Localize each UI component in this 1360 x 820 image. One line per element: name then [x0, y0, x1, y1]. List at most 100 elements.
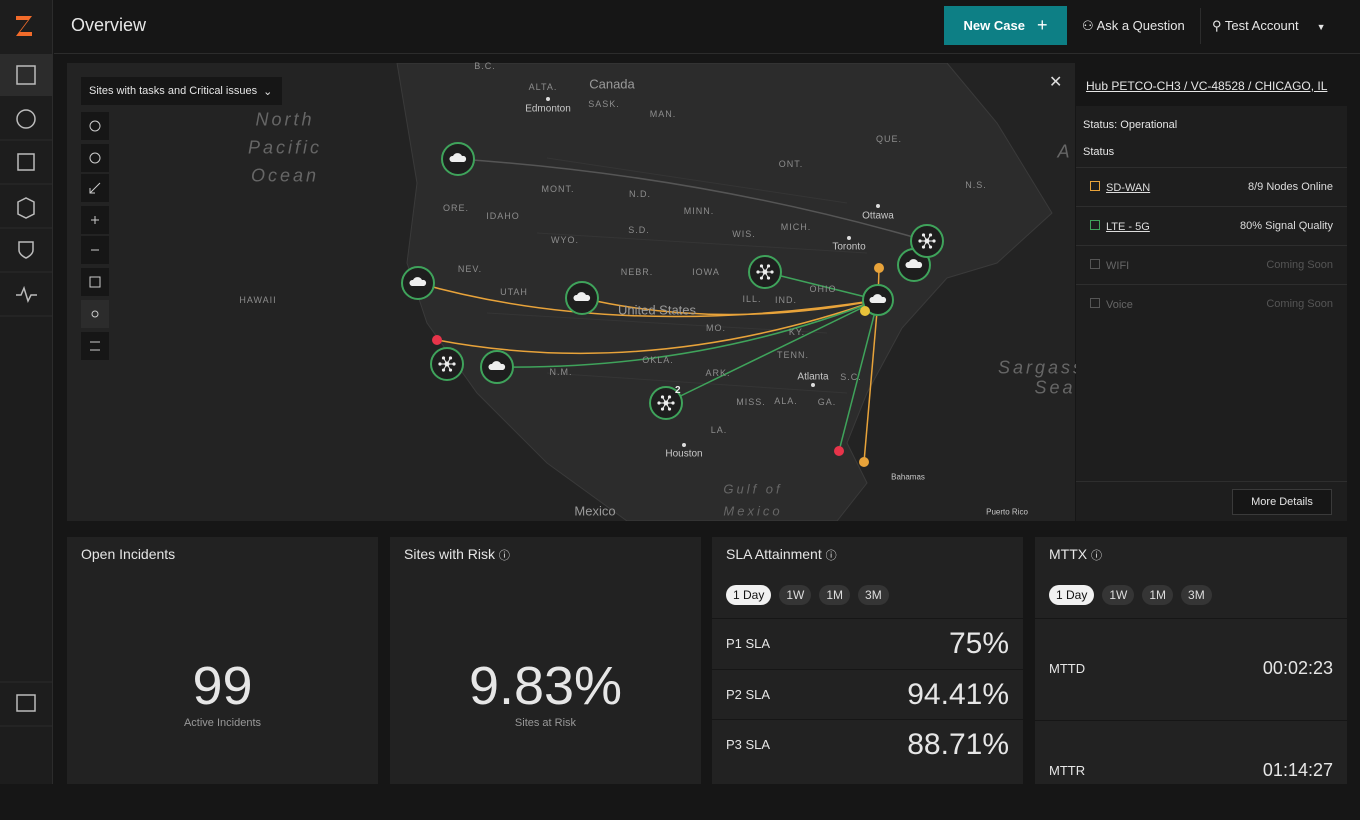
status-row: WIFI Coming Soon — [1076, 245, 1347, 284]
status-name-wrap: WIFI — [1090, 258, 1130, 272]
hub-dot — [448, 356, 453, 360]
nav-topology[interactable] — [17, 153, 35, 171]
incidents-caption: Active Incidents — [183, 717, 262, 729]
map-label: LA. — [710, 425, 728, 435]
tab[interactable]: 3M — [1181, 585, 1212, 605]
hub-core — [663, 400, 669, 406]
more-details-button[interactable]: More Details — [1232, 489, 1332, 515]
alert-dot[interactable] — [860, 306, 870, 316]
map-label: Toronto — [832, 241, 866, 253]
hub-dot — [448, 368, 453, 372]
nav-dashboard[interactable] — [16, 65, 36, 85]
hub-dot — [660, 407, 665, 411]
tool-nodes[interactable] — [81, 300, 109, 328]
map-label: NEV. — [457, 264, 483, 274]
alert-dot[interactable] — [859, 457, 869, 467]
nav-security[interactable] — [18, 241, 34, 259]
tab[interactable]: 3M — [858, 585, 889, 605]
status-name-wrap: Voice — [1090, 297, 1133, 311]
hub-dot — [918, 239, 922, 243]
metric-name: P1 SLA — [726, 636, 771, 651]
status-value: 8/9 Nodes Online — [1248, 181, 1333, 193]
tool-grid[interactable] — [81, 268, 109, 296]
map-label: OHIO — [809, 284, 837, 294]
map-label: Mexico — [574, 503, 616, 519]
metric-value: 94.41% — [907, 677, 1009, 711]
alert-dot[interactable] — [834, 446, 844, 456]
hub-dot — [928, 245, 933, 249]
hub-dot — [441, 356, 446, 360]
hub-panel — [1076, 63, 1347, 521]
tool-list[interactable] — [81, 332, 109, 360]
map-label: ARK. — [705, 368, 731, 378]
close-map[interactable]: ✕ — [1049, 74, 1063, 91]
status-row: LTE - 5G 80% Signal Quality — [1076, 206, 1347, 245]
hub-dot — [660, 395, 665, 399]
status-icon — [1090, 219, 1100, 230]
nav-activity[interactable] — [16, 285, 37, 304]
new-case-button[interactable]: New Case + — [944, 6, 1067, 45]
nav-collapse[interactable] — [16, 694, 36, 712]
map-label: Mexico — [723, 503, 783, 519]
metric-row: MTTD 00:02:23 — [1035, 618, 1347, 718]
tab[interactable]: 1 Day — [1049, 585, 1095, 605]
more-details-label: More Details — [1251, 496, 1313, 508]
map-label: MINN. — [683, 206, 715, 216]
status-value: 80% Signal Quality — [1240, 220, 1333, 232]
map-label: HAWAII — [239, 295, 277, 305]
mttx-title: MTTX — [1049, 546, 1088, 562]
map-label: OKLA. — [642, 355, 674, 365]
hub-core — [762, 269, 768, 275]
tab[interactable]: 1M — [819, 585, 851, 605]
tool-globe[interactable] — [81, 112, 109, 140]
status-name-wrap: SD-WAN — [1090, 180, 1150, 194]
alert-dot[interactable] — [874, 263, 884, 273]
hub-dot — [452, 362, 456, 366]
cloud-icon — [869, 294, 887, 303]
cloud-icon — [488, 361, 506, 370]
sidebar-icons — [0, 16, 53, 727]
map-label: MICH. — [780, 222, 812, 232]
risk-caption: Sites at Risk — [514, 717, 577, 729]
tab[interactable]: 1W — [779, 585, 812, 605]
account-menu[interactable]: ⚲ Test Account ▼ — [1212, 18, 1326, 33]
hub-dot — [657, 401, 661, 405]
hub-core — [924, 238, 930, 244]
map-label: N.M. — [549, 367, 573, 377]
metric-value: 75% — [948, 626, 1009, 660]
map-label: IDAHO — [486, 211, 520, 221]
page-title: Overview — [71, 15, 147, 35]
map-label: Sargasso — [997, 357, 1099, 378]
map-label: Atlanta — [797, 371, 829, 383]
tab[interactable]: 1W — [1102, 585, 1135, 605]
ask-question[interactable]: ⚇ Ask a Question — [1082, 18, 1185, 33]
card-title: SLA Attainment ⓘ — [726, 546, 837, 562]
status-name: WIFI — [1106, 259, 1130, 272]
map-label: NEBR. — [620, 267, 654, 277]
map-label: ALA. — [774, 396, 798, 406]
card-title: Sites with Risk ⓘ — [404, 546, 510, 562]
card-title: Open Incidents — [81, 546, 176, 562]
tab[interactable]: 1 Day — [726, 585, 772, 605]
map-label: Puerto Rico — [986, 507, 1028, 517]
map-label: Edmonton — [525, 103, 571, 115]
tab[interactable]: 1M — [1142, 585, 1174, 605]
hub-title[interactable]: Hub PETCO-CH3 / VC-48528 / CHICAGO, IL — [1086, 79, 1328, 93]
tool-refresh[interactable] — [81, 144, 109, 172]
metric-row: P3 SLA 88.71% — [712, 719, 1023, 769]
hub-dot — [921, 233, 926, 237]
map-label: North — [255, 109, 315, 130]
metric-row: MTTR 01:14:27 — [1035, 720, 1347, 820]
map-filter[interactable]: Sites with tasks and Critical issues ⌄ — [81, 77, 282, 105]
alert-dot[interactable] — [432, 335, 442, 345]
logo[interactable] — [16, 16, 32, 36]
status-icon — [1090, 180, 1100, 191]
incidents-card: Open Incidents 99 Active Incidents — [67, 537, 378, 784]
risk-value: 9.83% — [468, 656, 623, 716]
metric-row: P1 SLA 75% — [712, 618, 1023, 668]
hub-dot — [932, 239, 936, 243]
map-label: SASK. — [588, 99, 620, 109]
nav-globe[interactable] — [16, 109, 36, 129]
nav-sites[interactable] — [17, 197, 35, 219]
cloud-icon — [573, 292, 591, 301]
